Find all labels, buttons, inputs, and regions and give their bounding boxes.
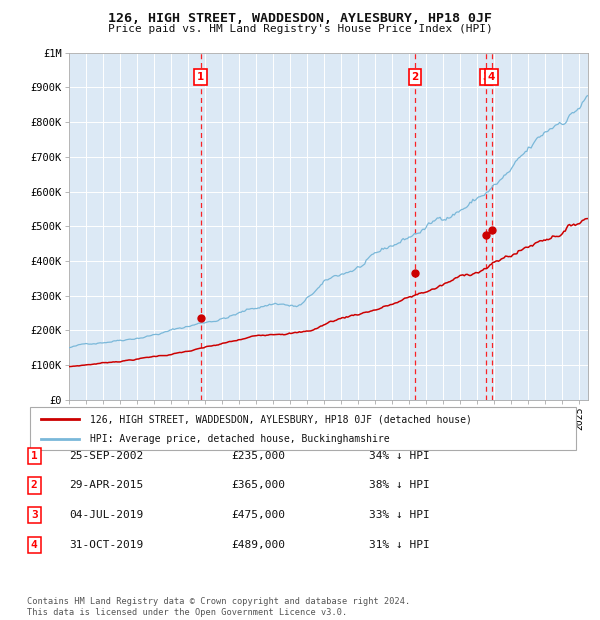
Text: 34% ↓ HPI: 34% ↓ HPI — [369, 451, 430, 461]
Text: 4: 4 — [31, 540, 38, 550]
Text: £235,000: £235,000 — [231, 451, 285, 461]
Text: 126, HIGH STREET, WADDESDON, AYLESBURY, HP18 0JF (detached house): 126, HIGH STREET, WADDESDON, AYLESBURY, … — [90, 414, 472, 424]
Text: 04-JUL-2019: 04-JUL-2019 — [69, 510, 143, 520]
Text: 4: 4 — [488, 72, 495, 82]
Text: 33% ↓ HPI: 33% ↓ HPI — [369, 510, 430, 520]
Text: This data is licensed under the Open Government Licence v3.0.: This data is licensed under the Open Gov… — [27, 608, 347, 617]
Text: 2: 2 — [31, 480, 38, 490]
Text: 1: 1 — [31, 451, 38, 461]
Text: 38% ↓ HPI: 38% ↓ HPI — [369, 480, 430, 490]
Text: 3: 3 — [31, 510, 38, 520]
Text: 1: 1 — [197, 72, 204, 82]
Text: £475,000: £475,000 — [231, 510, 285, 520]
Text: HPI: Average price, detached house, Buckinghamshire: HPI: Average price, detached house, Buck… — [90, 434, 389, 444]
Text: 25-SEP-2002: 25-SEP-2002 — [69, 451, 143, 461]
Text: £365,000: £365,000 — [231, 480, 285, 490]
Text: 126, HIGH STREET, WADDESDON, AYLESBURY, HP18 0JF: 126, HIGH STREET, WADDESDON, AYLESBURY, … — [108, 12, 492, 25]
Text: 31% ↓ HPI: 31% ↓ HPI — [369, 540, 430, 550]
Text: 29-APR-2015: 29-APR-2015 — [69, 480, 143, 490]
Text: £489,000: £489,000 — [231, 540, 285, 550]
Text: Price paid vs. HM Land Registry's House Price Index (HPI): Price paid vs. HM Land Registry's House … — [107, 24, 493, 33]
Text: 2: 2 — [412, 72, 419, 82]
Text: 31-OCT-2019: 31-OCT-2019 — [69, 540, 143, 550]
Text: Contains HM Land Registry data © Crown copyright and database right 2024.: Contains HM Land Registry data © Crown c… — [27, 597, 410, 606]
FancyBboxPatch shape — [30, 407, 576, 450]
Text: 3: 3 — [482, 72, 490, 82]
